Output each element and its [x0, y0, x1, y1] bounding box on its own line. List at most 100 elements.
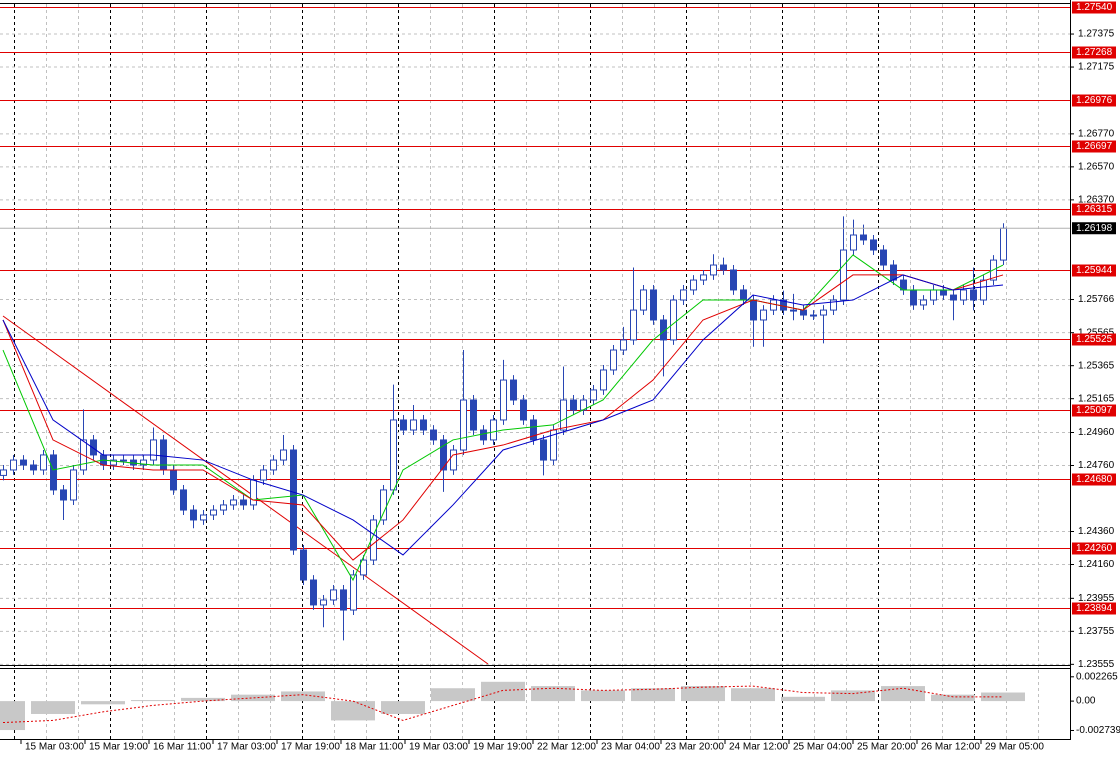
candle-body: [370, 519, 377, 561]
y-tick-label: 1.26370: [1078, 195, 1115, 206]
level-label: 1.25944: [1076, 265, 1113, 276]
candle-body: [460, 399, 467, 451]
osc-histogram-bar: [531, 686, 575, 702]
osc-y-tick-label: 0.002265: [1076, 671, 1118, 682]
candle-body: [930, 289, 937, 301]
grid-layer: [0, 4, 1070, 739]
candle-body: [530, 419, 537, 441]
level-label-box: [1072, 94, 1116, 107]
candle-body: [410, 419, 417, 431]
candle-body: [330, 589, 337, 601]
candle-body: [50, 454, 57, 491]
osc-histogram-bar: [831, 690, 875, 702]
candle-body: [270, 459, 277, 471]
level-label-box: [1072, 404, 1116, 417]
candle-body: [110, 459, 117, 466]
candle-body: [660, 319, 667, 341]
y-tick-label: 1.25565: [1078, 327, 1115, 338]
level-label: 1.23894: [1076, 603, 1113, 614]
marks-layer: [0, 7, 1070, 731]
candle-body: [390, 419, 397, 491]
level-label: 1.26315: [1076, 204, 1113, 215]
candle-body: [950, 294, 957, 301]
x-tick-label: 25 Mar 04:00: [793, 742, 852, 753]
level-label-box: [1072, 264, 1116, 277]
candle-body: [800, 309, 807, 316]
candle-body: [710, 264, 717, 276]
candle-body: [880, 249, 887, 266]
osc-histogram-bar: [81, 701, 125, 705]
level-label-box: [1072, 46, 1116, 59]
level-label: 1.26976: [1076, 95, 1113, 106]
candle-body: [680, 289, 687, 301]
candle-body: [230, 499, 237, 506]
osc-y-tick-label: -0.002739: [1076, 725, 1120, 736]
y-tick-label: 1.23555: [1078, 659, 1115, 670]
osc-histogram-bar: [431, 688, 475, 702]
osc-histogram-bar: [0, 701, 25, 731]
osc-histogram-bar: [631, 688, 675, 702]
osc-histogram-bar: [331, 701, 375, 721]
level-label: 1.26697: [1076, 141, 1113, 152]
last-price-label: 1.26198: [1076, 223, 1113, 234]
candle-body: [960, 289, 967, 301]
candle-body: [690, 279, 697, 291]
candle-body: [630, 309, 637, 341]
level-label: 1.24680: [1076, 474, 1113, 485]
x-tick-label: 17 Mar 19:00: [281, 742, 340, 753]
osc-histogram-bar: [131, 700, 175, 702]
level-label: 1.25525: [1076, 334, 1113, 345]
candle-body: [700, 274, 707, 281]
level-label: 1.25097: [1076, 405, 1113, 416]
y-tick-label: 1.24960: [1078, 427, 1115, 438]
candle-body: [220, 504, 227, 511]
candle-body: [180, 489, 187, 511]
osc-histogram-bar: [381, 701, 425, 714]
candle-body: [480, 429, 487, 441]
y-tick-label: 1.27375: [1078, 29, 1115, 40]
candle-body: [610, 349, 617, 371]
x-tick-label: 16 Mar 11:00: [153, 742, 212, 753]
candle-body: [670, 299, 677, 341]
candle-body: [830, 299, 837, 311]
y-tick-label: 1.25766: [1078, 294, 1115, 305]
y-tick-label: 1.26770: [1078, 129, 1115, 140]
candle-body: [860, 234, 867, 241]
osc-y-tick-label: 0.00: [1076, 696, 1096, 707]
candle-body: [0, 469, 7, 476]
candle-body: [790, 309, 797, 312]
candle-body: [40, 454, 47, 471]
osc-histogram-bar: [31, 701, 75, 714]
candle-body: [520, 399, 527, 421]
x-tick-label: 23 Mar 20:00: [665, 742, 724, 753]
candle-body: [340, 589, 347, 611]
x-tick-label: 22 Mar 12:00: [537, 742, 596, 753]
candle-body: [560, 399, 567, 431]
y-tick-label: 1.27175: [1078, 62, 1115, 73]
osc-histogram-bar: [481, 681, 525, 702]
candle-body: [190, 509, 197, 521]
level-label-box: [1072, 473, 1116, 486]
candle-body: [980, 279, 987, 301]
level-label-box: [1072, 1, 1116, 14]
x-tick-label: 15 Mar 03:00: [25, 742, 84, 753]
osc-histogram-bar: [731, 688, 775, 702]
level-label-box: [1072, 140, 1116, 153]
candle-body: [350, 574, 357, 611]
candle-body: [70, 469, 77, 501]
candle-body: [650, 289, 657, 321]
candle-body: [300, 549, 307, 581]
candle-body: [910, 289, 917, 306]
candle-body: [510, 379, 517, 401]
candle-body: [250, 479, 257, 506]
candle-body: [150, 439, 157, 461]
x-tick-label: 18 Mar 11:00: [345, 742, 404, 753]
moving-average: [2, 274, 1004, 556]
candle-body: [600, 369, 607, 391]
candle-body: [720, 264, 727, 271]
candle-body: [60, 489, 67, 501]
level-label: 1.24260: [1076, 543, 1113, 554]
candle-body: [740, 289, 747, 301]
x-tick-label: 25 Mar 20:00: [857, 742, 916, 753]
